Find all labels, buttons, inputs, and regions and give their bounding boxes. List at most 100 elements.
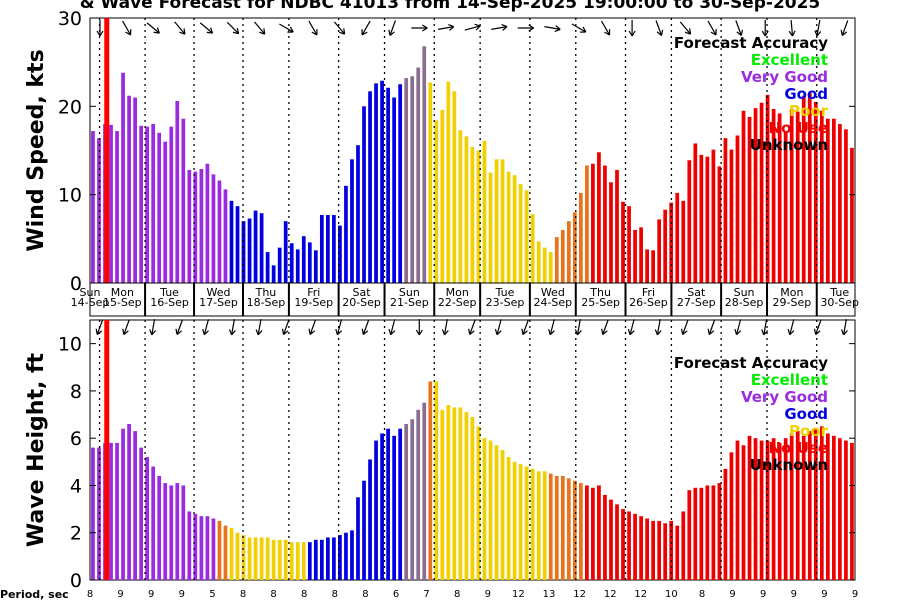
arrow-shaft xyxy=(464,25,481,31)
bar xyxy=(169,126,174,284)
legend-item: No Use xyxy=(769,119,828,137)
day-name: Mon xyxy=(780,286,803,299)
bar xyxy=(193,171,198,283)
bar xyxy=(524,190,529,283)
period-row: 8 9 9 9 5 8 8 8 8 8 6 7 8 9 12 13 12 12 12 10 8 9 9 9 9 9 xyxy=(87,589,858,600)
bar xyxy=(193,513,198,580)
bar xyxy=(777,442,782,580)
y-tick-label: 20 xyxy=(58,96,82,118)
direction-arrow xyxy=(735,20,744,36)
bar xyxy=(326,214,330,283)
day-name: Wed xyxy=(541,286,565,299)
bar xyxy=(705,156,710,283)
y-axis-label: Wind Speed, kts xyxy=(24,49,49,251)
bar xyxy=(838,438,842,580)
bar xyxy=(548,473,553,580)
bar xyxy=(398,84,403,283)
arrow-head xyxy=(228,329,236,336)
bar xyxy=(253,537,258,580)
bar xyxy=(621,509,625,580)
direction-arrow xyxy=(175,319,184,335)
direction-arrow xyxy=(468,319,476,335)
direction-arrow xyxy=(494,319,502,336)
bar xyxy=(615,504,619,580)
arrow-shaft xyxy=(362,319,370,335)
bar xyxy=(615,169,619,283)
arrow-shaft xyxy=(389,20,396,36)
arrow-head xyxy=(361,29,368,36)
bar xyxy=(277,247,282,283)
arrow-shaft xyxy=(841,20,849,36)
bar xyxy=(289,542,294,580)
bar xyxy=(825,118,830,283)
bar xyxy=(115,442,119,580)
bar xyxy=(265,537,270,580)
day-date: 15-Sep xyxy=(103,296,142,309)
direction-arrow xyxy=(628,20,636,37)
bar xyxy=(289,243,294,283)
bar xyxy=(301,542,306,580)
bar xyxy=(844,440,848,580)
arrow-shaft xyxy=(437,26,454,30)
direction-arrow xyxy=(761,20,769,37)
bar xyxy=(416,409,421,580)
bar xyxy=(199,516,204,580)
direction-arrow xyxy=(226,21,240,35)
bar xyxy=(693,487,698,580)
arrow-shaft xyxy=(231,319,235,335)
bar xyxy=(554,237,559,283)
period-value: 9 xyxy=(148,589,154,600)
arrow-shaft xyxy=(336,319,343,335)
wind-speed-panel: 0 10 20 30 Wind Speed, kts Forecast AccuracyE… xyxy=(24,8,859,317)
bar xyxy=(422,46,427,283)
bar xyxy=(476,426,481,580)
bar xyxy=(729,149,734,283)
bar xyxy=(235,532,240,580)
arrow-shaft xyxy=(708,319,716,335)
bar xyxy=(627,511,631,580)
direction-arrow xyxy=(707,20,717,36)
bar xyxy=(223,189,228,283)
bar xyxy=(831,435,836,580)
bar xyxy=(259,537,264,580)
bar xyxy=(452,91,457,283)
bar xyxy=(825,433,830,580)
bar xyxy=(560,230,565,283)
direction-arrow xyxy=(437,23,455,31)
arrow-shaft xyxy=(491,26,508,30)
day-date: 25-Sep xyxy=(581,296,620,309)
bar xyxy=(506,457,511,580)
bar xyxy=(410,419,415,580)
arrow-shaft xyxy=(279,23,294,33)
direction-arrow xyxy=(253,21,266,35)
arrow-head xyxy=(736,29,744,36)
day-date: 23-Sep xyxy=(486,296,525,309)
bar xyxy=(747,435,752,580)
direction-arrow xyxy=(464,23,481,31)
bar xyxy=(603,494,607,580)
bar xyxy=(350,159,354,283)
bar xyxy=(380,80,384,283)
direction-arrow xyxy=(361,319,370,335)
day-name: Tue xyxy=(159,286,179,299)
day-name: Tue xyxy=(495,286,515,299)
bar xyxy=(313,250,318,283)
bar xyxy=(127,95,131,283)
bar xyxy=(807,431,812,580)
arrow-head xyxy=(388,328,396,336)
bar xyxy=(813,101,818,283)
legend-item: Excellent xyxy=(751,51,828,69)
arrow-head xyxy=(175,328,182,335)
day-name: Thu xyxy=(255,286,277,299)
bar xyxy=(518,184,523,283)
bar xyxy=(777,113,782,284)
period-value: 6 xyxy=(393,589,399,600)
bar xyxy=(205,516,210,580)
bar xyxy=(133,431,137,580)
bar xyxy=(838,124,842,283)
legend-item: Good xyxy=(784,405,828,423)
arrow-head xyxy=(787,328,795,336)
bar xyxy=(735,135,740,283)
arrow-head xyxy=(601,328,608,335)
